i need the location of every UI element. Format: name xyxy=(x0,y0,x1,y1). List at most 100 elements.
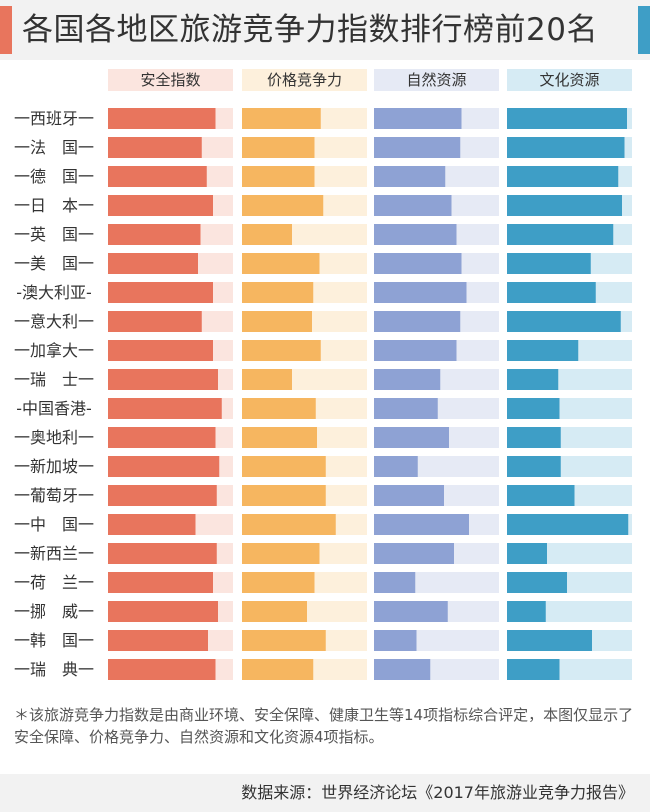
bar xyxy=(108,572,213,593)
column-header: 安全指数 xyxy=(140,71,201,89)
bar xyxy=(507,195,622,216)
row-label: -澳大利亚- xyxy=(16,283,92,302)
column-header-bg-0 xyxy=(108,69,233,91)
bar xyxy=(242,253,320,274)
bar xyxy=(374,108,462,129)
row-label: 一西班牙一 xyxy=(13,109,94,128)
bar xyxy=(108,398,222,419)
bar xyxy=(507,282,596,303)
bar xyxy=(374,543,454,564)
bar xyxy=(108,485,217,506)
bar xyxy=(242,369,292,390)
bar xyxy=(108,282,213,303)
bar xyxy=(374,195,452,216)
row-label: 一挪 威一 xyxy=(13,602,94,621)
bar xyxy=(242,427,317,448)
bar xyxy=(374,601,448,622)
column-header-bg-2 xyxy=(374,69,499,91)
bar xyxy=(507,514,629,535)
bar xyxy=(242,224,292,245)
bar xyxy=(108,630,208,651)
bar xyxy=(108,224,201,245)
chart-title: 各国各地区旅游竞争力指数排行榜前20名 xyxy=(22,12,598,48)
bar-chart xyxy=(108,69,632,680)
bar xyxy=(374,427,449,448)
footnote: ＊该旅游竞争力指数是由商业环境、安全保障、健康卫生等14项指标综合评定，本图仅显… xyxy=(14,706,634,746)
row-label: 一瑞 典一 xyxy=(13,660,94,679)
bar xyxy=(374,340,457,361)
bar xyxy=(507,340,579,361)
bar xyxy=(507,398,560,419)
bar xyxy=(507,572,567,593)
row-label: 一中 国一 xyxy=(13,515,94,534)
bar xyxy=(242,485,326,506)
bar xyxy=(507,166,619,187)
bar xyxy=(108,340,213,361)
column-header: 价格竞争力 xyxy=(266,71,342,89)
bar xyxy=(242,137,315,158)
bar xyxy=(507,253,591,274)
bar xyxy=(242,572,315,593)
bar xyxy=(507,601,546,622)
bar xyxy=(507,456,561,477)
bar xyxy=(108,253,198,274)
row-label: 一德 国一 xyxy=(13,167,94,186)
bar xyxy=(507,369,559,390)
bar xyxy=(374,485,444,506)
column-header: 文化资源 xyxy=(539,71,600,89)
bar xyxy=(507,630,592,651)
row-label: 一韩 国一 xyxy=(13,631,94,650)
row-label: 一瑞 士一 xyxy=(13,370,94,389)
row-label: 一葡萄牙一 xyxy=(13,486,94,505)
row-label: 一意大利一 xyxy=(13,312,94,331)
bar xyxy=(242,514,336,535)
bar xyxy=(108,137,202,158)
bar xyxy=(374,369,441,390)
bar xyxy=(108,311,202,332)
title-accent-right xyxy=(638,6,650,54)
bar xyxy=(507,659,560,680)
bar xyxy=(242,543,320,564)
bar xyxy=(374,311,461,332)
column-header-bg-1 xyxy=(242,69,367,91)
bar xyxy=(108,514,196,535)
bar xyxy=(374,659,431,680)
bar xyxy=(374,456,418,477)
bar xyxy=(242,166,315,187)
bar xyxy=(374,224,457,245)
bar xyxy=(374,398,438,419)
bar xyxy=(242,659,314,680)
row-label: 一法 国一 xyxy=(13,138,94,157)
bar xyxy=(374,630,417,651)
row-label: 一加拿大一 xyxy=(13,341,94,360)
bar xyxy=(242,340,321,361)
bar xyxy=(242,630,326,651)
bar xyxy=(108,369,218,390)
bar xyxy=(507,485,575,506)
bar xyxy=(108,108,216,129)
bar xyxy=(507,311,621,332)
bar xyxy=(507,543,547,564)
bar xyxy=(242,601,307,622)
bar xyxy=(507,224,614,245)
bar xyxy=(374,137,461,158)
bar xyxy=(374,166,446,187)
row-label: 一新西兰一 xyxy=(13,544,94,563)
column-header-bg-3 xyxy=(507,69,632,91)
row-label: 一荷 兰一 xyxy=(13,573,94,592)
column-header: 自然资源 xyxy=(406,71,467,89)
bar xyxy=(374,253,462,274)
bar xyxy=(108,601,218,622)
bar xyxy=(242,195,324,216)
bar xyxy=(108,659,216,680)
row-label: -中国香港- xyxy=(16,399,92,418)
title-bar: 各国各地区旅游竞争力指数排行榜前20名 xyxy=(0,0,650,60)
row-label: 一美 国一 xyxy=(13,254,94,273)
row-label: 一日 本一 xyxy=(13,196,94,215)
bar xyxy=(108,543,217,564)
source-bar: 数据来源：世界经济论坛《2017年旅游业竞争力报告》 xyxy=(0,774,650,812)
bar xyxy=(108,456,220,477)
bar xyxy=(242,398,316,419)
source-text: 数据来源：世界经济论坛《2017年旅游业竞争力报告》 xyxy=(241,783,634,802)
bar xyxy=(242,456,326,477)
